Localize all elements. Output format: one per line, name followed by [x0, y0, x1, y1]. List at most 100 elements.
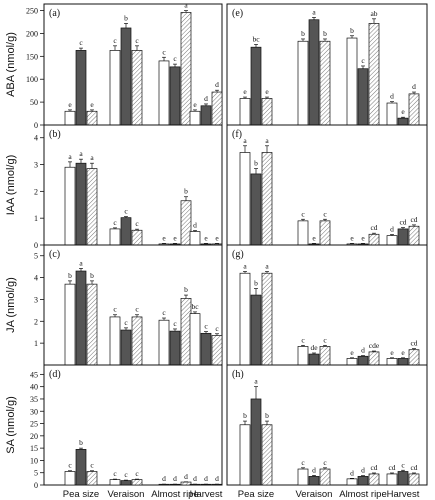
y-tick-label: 25 [30, 420, 38, 429]
significance-letter: c [68, 461, 72, 470]
significance-letter: c [79, 38, 83, 47]
bar [250, 46, 262, 126]
significance-letter: cde [369, 341, 380, 350]
significance-letter: b [184, 285, 188, 294]
panel-label: (f) [232, 129, 242, 140]
bar [131, 50, 143, 126]
significance-letter: c [323, 209, 327, 218]
significance-letter: a [312, 7, 316, 16]
bar [357, 476, 369, 486]
bar [346, 37, 358, 126]
significance-letter: e [215, 233, 219, 242]
bar [308, 476, 320, 486]
bar [109, 228, 121, 246]
x-category-label: Almost ripe [339, 489, 387, 500]
bar [169, 330, 181, 366]
significance-letter: b [265, 411, 269, 420]
bar [308, 353, 320, 366]
significance-letter: e [390, 348, 394, 357]
y-tick-label: 15 [30, 444, 38, 453]
bar [239, 424, 251, 486]
y-tick-label: 35 [30, 395, 38, 404]
significance-letter: c [113, 36, 117, 45]
y-tick-label: 5 [34, 469, 38, 478]
y-tick-label: 3 [34, 161, 38, 170]
significance-letter: a [184, 1, 188, 10]
significance-letter: e [350, 233, 354, 242]
significance-letter: c [124, 318, 128, 327]
y-tick-label: 150 [26, 52, 38, 61]
bar [200, 332, 212, 366]
x-category-label: Almost ripe [151, 489, 199, 500]
significance-letter: a [265, 261, 269, 270]
y-tick-label: 1 [34, 339, 38, 348]
bar [189, 231, 201, 246]
bar [189, 110, 201, 126]
bar [297, 468, 309, 486]
bar [75, 270, 87, 366]
bar [368, 473, 380, 486]
significance-letter: a [79, 149, 83, 158]
y-axis-label: ABA (nmol/g) [5, 32, 17, 97]
y-tick-label: 200 [26, 29, 38, 38]
x-category-label: Pea size [238, 489, 274, 500]
bar [180, 481, 192, 486]
significance-letter: a [254, 377, 258, 386]
bar [261, 424, 273, 486]
y-axis-label: SA (nmol/g) [5, 396, 17, 453]
significance-letter: d [390, 225, 394, 234]
bar [368, 351, 380, 366]
significance-letter: b [90, 271, 94, 280]
significance-letter: a [90, 153, 94, 162]
y-axis-label: JA (nmol/g) [5, 277, 17, 333]
significance-letter: b [254, 159, 258, 168]
panel-label: (g) [232, 249, 244, 260]
bar [169, 66, 181, 126]
significance-letter: c [90, 461, 94, 470]
significance-letter: cd [370, 223, 377, 232]
bar [86, 283, 98, 366]
significance-letter: c [135, 219, 139, 228]
bar [239, 152, 251, 246]
significance-letter: e [350, 348, 354, 357]
bar [180, 12, 192, 126]
significance-letter: c [162, 308, 166, 317]
significance-letter: b [243, 411, 247, 420]
bar [120, 480, 132, 486]
bar [250, 294, 262, 366]
bar [386, 235, 398, 246]
bar [211, 91, 223, 126]
panel-label: (h) [232, 369, 244, 380]
significance-letter: cd [370, 463, 377, 472]
significance-letter: cd [410, 215, 417, 224]
significance-letter: c [301, 209, 305, 218]
x-category-label: Veraison [108, 489, 145, 500]
bar [239, 98, 251, 126]
bar [109, 316, 121, 366]
significance-letter: c [162, 47, 166, 56]
bar [397, 117, 409, 126]
y-tick-label: 1 [34, 214, 38, 223]
y-tick-label: 100 [26, 75, 38, 84]
bar [408, 93, 420, 126]
bar [319, 220, 331, 246]
y-tick-label: 250 [26, 7, 38, 16]
bar [131, 479, 143, 486]
bar [86, 168, 98, 246]
significance-letter: b [323, 29, 327, 38]
significance-letter: d [184, 472, 188, 481]
significance-letter: d [412, 82, 416, 91]
bar [397, 228, 409, 246]
significance-letter: cd [410, 463, 417, 472]
significance-letter: c [135, 36, 139, 45]
significance-letter: d [361, 346, 365, 355]
bar [357, 68, 369, 126]
significance-letter: e [68, 100, 72, 109]
significance-letter: bc [252, 34, 260, 43]
significance-letter: c [113, 469, 117, 478]
significance-letter: d [390, 92, 394, 101]
